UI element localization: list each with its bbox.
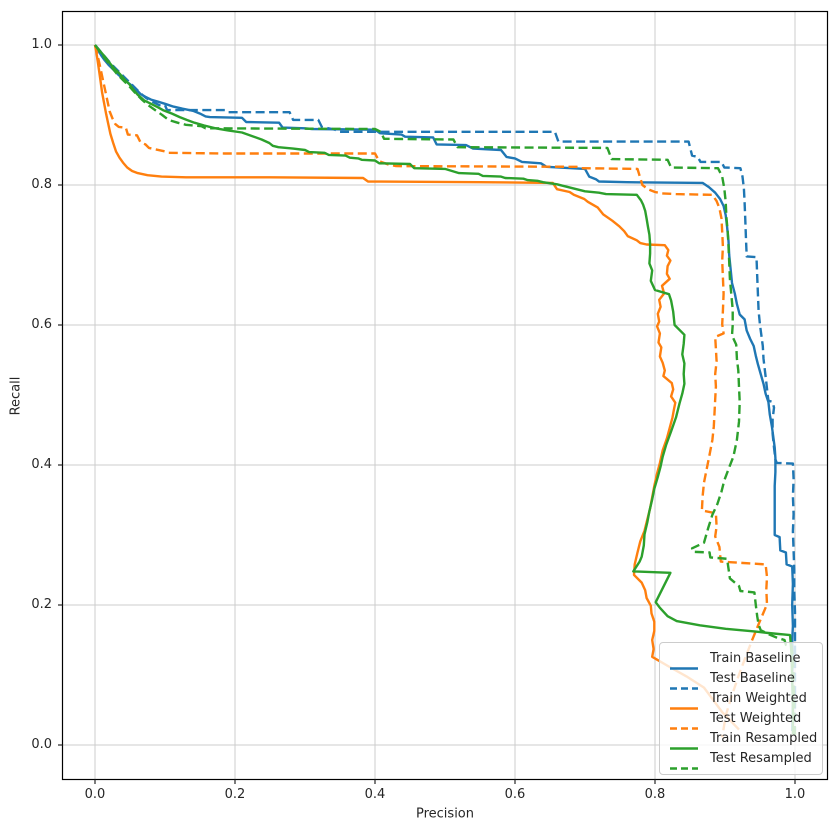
- legend-line-sample: [670, 696, 698, 710]
- curve-test-baseline: [94, 44, 797, 731]
- axes-spines: [61, 10, 829, 781]
- legend-line-glyph: [670, 727, 698, 730]
- y-tick-label: 1.0: [31, 37, 52, 52]
- curve-train-resampled: [94, 44, 795, 735]
- legend-label: Test Weighted: [710, 711, 802, 727]
- y-tick-label: 0.2: [31, 597, 52, 612]
- x-axis-label: Precision: [415, 806, 475, 822]
- legend-item: Test Baseline: [666, 668, 816, 690]
- legend-line-glyph: [670, 747, 698, 751]
- legend-line-sample: [670, 736, 698, 751]
- legend-label: Train Resampled: [710, 731, 818, 747]
- legend: Train Baseline Test Baseline Train Weigh…: [659, 642, 823, 775]
- y-tick-label: 0.4: [31, 457, 52, 472]
- x-tick-label: 0.0: [84, 787, 106, 802]
- legend-item: Train Weighted: [666, 688, 816, 710]
- legend-item: Test Weighted: [666, 709, 816, 730]
- legend-line-sample: [670, 656, 698, 670]
- legend-item: Test Resampled: [666, 749, 816, 771]
- y-tick-label: 0.6: [31, 317, 52, 332]
- x-tick-label: 0.2: [224, 787, 246, 802]
- legend-item: Train Baseline: [666, 648, 816, 670]
- curve-train-weighted: [93, 44, 740, 731]
- legend-label: Train Weighted: [710, 690, 807, 706]
- y-tick-label: 0.0: [31, 737, 52, 752]
- legend-line-glyph: [670, 666, 698, 670]
- x-tick-label: 1.0: [784, 787, 806, 802]
- curve-test-resampled: [94, 44, 797, 737]
- x-tick-label: 0.4: [364, 787, 386, 802]
- y-axis-label: Recall: [8, 376, 24, 416]
- x-tick-label: 0.8: [644, 787, 666, 802]
- legend-label: Test Baseline: [710, 670, 795, 686]
- x-tick-label: 0.6: [504, 787, 526, 802]
- legend-line-glyph: [670, 707, 698, 710]
- plot-area: [93, 44, 797, 738]
- curve-test-weighted: [93, 44, 769, 738]
- legend-line-sample: [670, 676, 698, 690]
- legend-item: Train Resampled: [666, 729, 818, 751]
- legend-label: Test Resampled: [710, 751, 812, 767]
- legend-line-glyph: [670, 767, 698, 771]
- legend-line-glyph: [670, 686, 698, 690]
- curve-train-baseline: [93, 44, 795, 732]
- legend-line-sample: [670, 716, 698, 730]
- y-tick-label: 0.8: [31, 177, 52, 192]
- legend-line-sample: [670, 756, 698, 771]
- legend-label: Train Baseline: [710, 650, 801, 666]
